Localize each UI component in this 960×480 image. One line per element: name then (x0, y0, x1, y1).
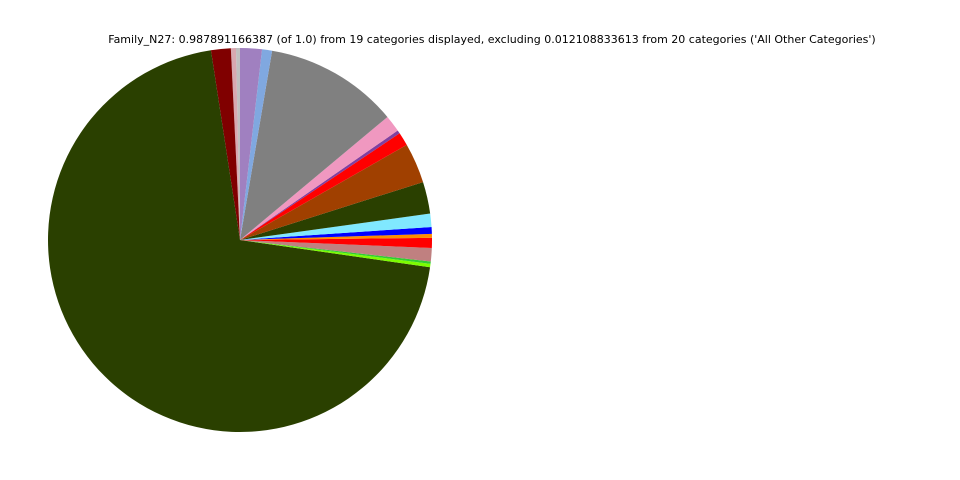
pie-slice (240, 133, 407, 240)
pie-slice (240, 233, 432, 240)
pie-slice (240, 116, 398, 240)
pie-slice (240, 240, 431, 264)
pie-slice (240, 50, 388, 240)
pie-slice (240, 240, 432, 262)
pie-slice (240, 182, 431, 240)
pie-slice (240, 49, 273, 240)
pie-slice (240, 240, 431, 268)
pie-slice (240, 213, 432, 240)
pie-slice (240, 237, 432, 249)
pie-slice (240, 48, 263, 240)
pie-slice (230, 48, 240, 241)
pie-slice (48, 50, 431, 432)
pie-slice (235, 48, 240, 240)
pie-slice (240, 226, 432, 240)
chart-title: Family_N27: 0.987891166387 (of 1.0) from… (108, 33, 875, 46)
pie-slice (240, 144, 424, 240)
pie-slice (210, 48, 240, 240)
pie-slice (240, 130, 400, 240)
